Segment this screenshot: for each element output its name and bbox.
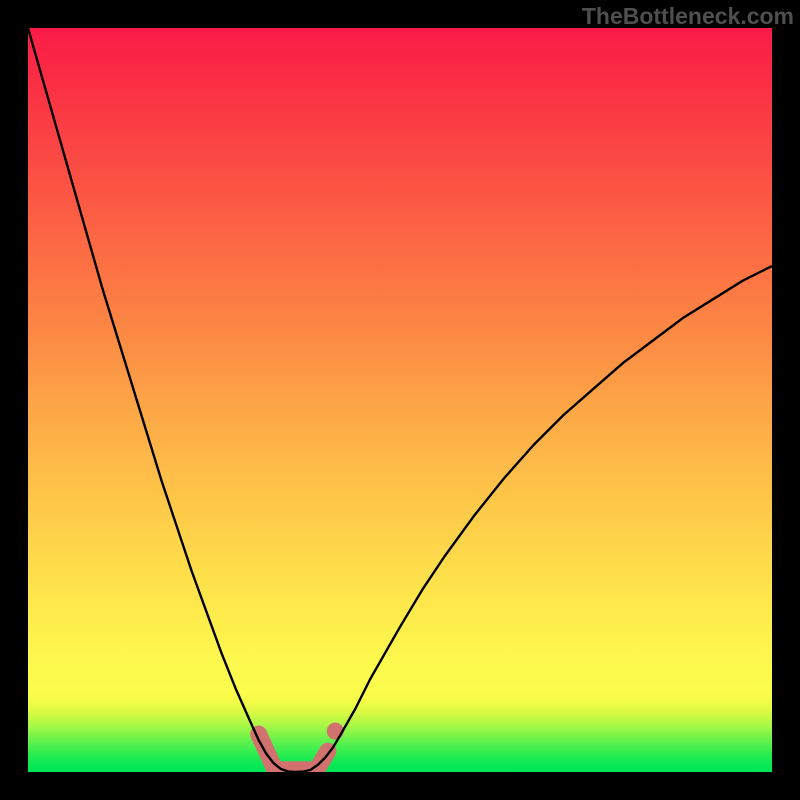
bottleneck-curve	[28, 28, 772, 772]
watermark: TheBottleneck.com	[582, 3, 794, 30]
chart-svg	[0, 0, 800, 800]
marker-shape	[259, 731, 336, 770]
